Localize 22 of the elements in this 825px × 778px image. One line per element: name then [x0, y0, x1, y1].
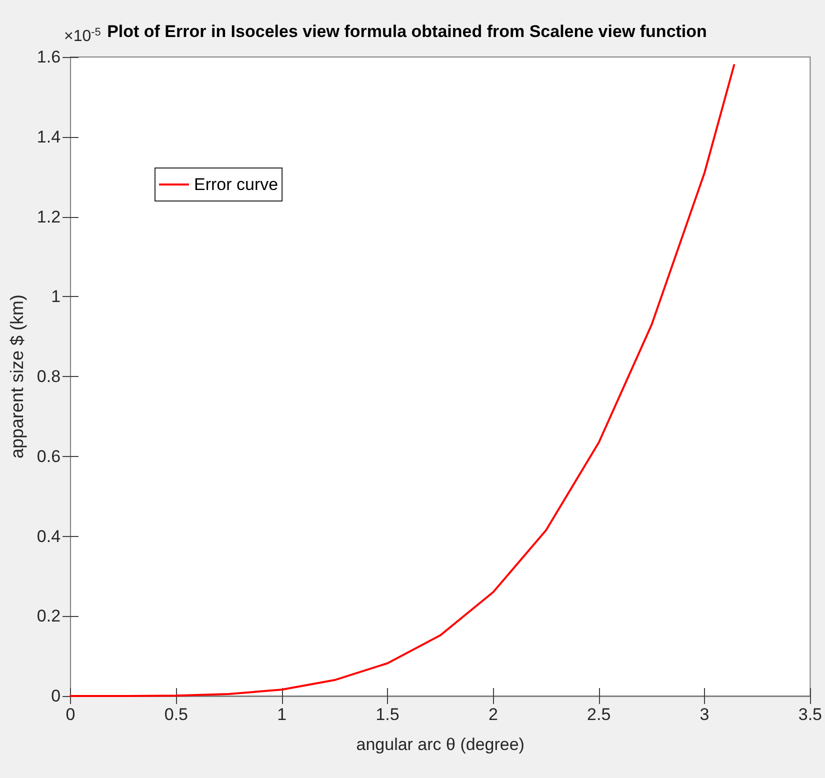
x-tick-label: 1	[277, 705, 287, 724]
legend-label: Error curve	[194, 175, 278, 194]
x-tick-label: 2.5	[587, 705, 611, 724]
x-tick-label: 2	[488, 705, 498, 724]
y-tick-label: 0.6	[36, 446, 61, 466]
x-tick-label: 1.5	[376, 705, 400, 724]
y-tick-label: 0	[51, 686, 61, 706]
chart-title: Plot of Error in Isoceles view formula obtained from Scalene view function	[107, 22, 707, 41]
y-tick-label: 0.4	[36, 526, 61, 546]
x-tick-label: 3	[700, 705, 710, 724]
line-series	[70, 64, 736, 697]
y-tick-label: 1.4	[36, 127, 61, 146]
y-tick-label: 1.2	[36, 207, 61, 226]
y-tick-label: 0.8	[36, 367, 61, 386]
y-tick-label: 0.2	[36, 606, 61, 626]
x-tick-label: 3.5	[798, 705, 822, 724]
x-tick-label: 0.5	[164, 705, 188, 724]
x-tick-label: 0	[66, 705, 76, 724]
y-axis-title: apparent size $ (km)	[7, 294, 27, 459]
x-axis-title: angular arc θ (degree)	[356, 735, 524, 754]
y-tick-label: 1	[51, 287, 61, 306]
y-tick-label: 1.6	[36, 48, 61, 66]
